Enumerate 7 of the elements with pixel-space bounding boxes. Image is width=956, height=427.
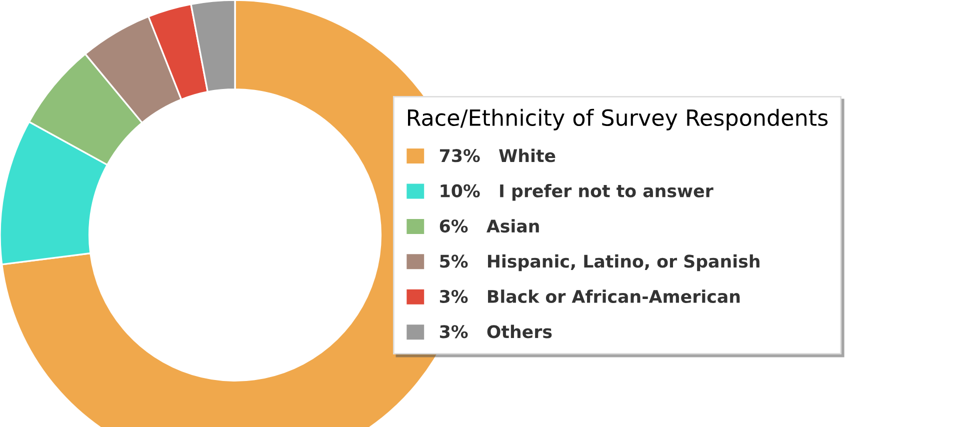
- legend-label: 6% Asian: [440, 219, 539, 233]
- legend-label: 73% White: [440, 148, 556, 162]
- legend-label: 5% Hispanic, Latino, or Spanish: [440, 254, 760, 272]
- legend-label: 3% Others: [440, 324, 552, 338]
- legend-label: 10% I prefer not to answer: [440, 184, 714, 201]
- text: Race/Ethnicity of Survey Respondents: [408, 108, 828, 130]
- legend-label: 3% Black or African-American: [440, 290, 740, 304]
